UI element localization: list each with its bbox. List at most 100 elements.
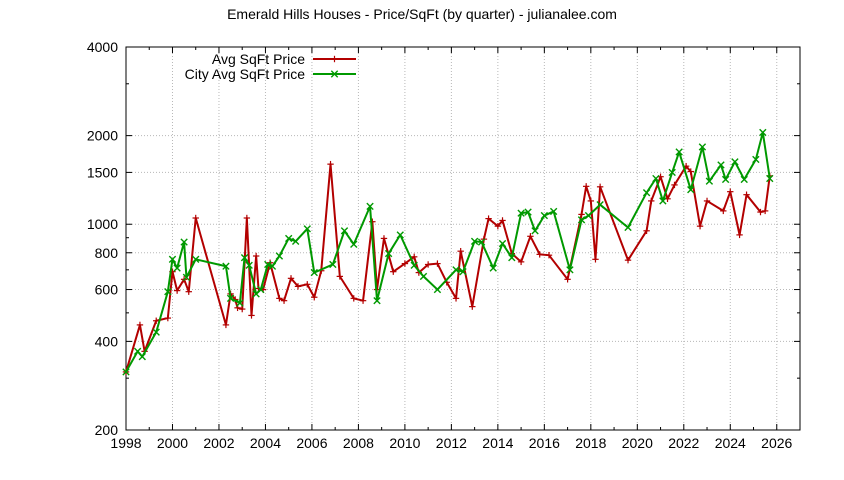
data-point: [459, 267, 467, 276]
data-point: [499, 217, 506, 224]
chart-title: Emerald Hills Houses - Price/SqFt (by qu…: [227, 6, 617, 22]
legend-label: Avg SqFt Price: [212, 51, 305, 67]
data-point: [336, 273, 344, 280]
data-point: [587, 197, 595, 205]
data-point: [498, 239, 507, 248]
data-point: [410, 261, 418, 270]
series-line: [125, 163, 771, 373]
data-point: [687, 168, 694, 175]
data-point: [359, 297, 367, 304]
data-point: [373, 296, 381, 305]
x-tick-label: 2016: [529, 435, 560, 451]
data-point: [287, 275, 295, 282]
legend-label: City Avg SqFt Price: [185, 66, 306, 82]
data-point: [485, 215, 492, 222]
data-point: [350, 240, 358, 248]
data-point: [294, 283, 302, 290]
y-tick-label: 800: [95, 245, 119, 261]
data-point: [584, 211, 593, 220]
x-tick-label: 2002: [203, 435, 234, 451]
data-point: [578, 211, 585, 218]
data-point: [185, 288, 192, 295]
y-tick-label: 600: [95, 282, 119, 298]
data-point: [721, 175, 730, 184]
data-point: [268, 262, 277, 270]
data-point: [696, 222, 704, 230]
data-point: [508, 253, 516, 262]
data-point: [469, 303, 476, 310]
data-point: [136, 321, 144, 329]
data-point: [245, 261, 253, 270]
series-layer: [122, 128, 774, 376]
data-point: [727, 188, 734, 195]
data-point: [222, 262, 230, 270]
data-point: [703, 197, 711, 205]
plot-area: [125, 46, 801, 431]
data-point: [401, 260, 409, 267]
data-point: [698, 143, 707, 151]
y-tick-label: 400: [95, 333, 119, 349]
x-tick-label: 2010: [389, 435, 420, 451]
series-line: [125, 131, 771, 373]
data-point: [275, 252, 284, 260]
data-point: [192, 214, 199, 222]
data-point: [761, 207, 769, 215]
data-point: [687, 186, 695, 194]
data-point: [280, 297, 288, 304]
data-point: [168, 255, 177, 264]
x-tick-label: 2012: [436, 435, 467, 451]
data-point: [675, 148, 683, 156]
data-point: [757, 208, 764, 216]
data-point: [642, 188, 651, 197]
data-point: [494, 222, 502, 230]
data-point: [752, 155, 760, 164]
x-tick-label: 2008: [343, 435, 374, 451]
data-point: [766, 174, 774, 183]
x-tick-label: 2020: [622, 435, 653, 451]
data-point: [652, 174, 660, 183]
data-point: [380, 235, 388, 242]
data-point: [152, 328, 160, 336]
data-point: [390, 268, 397, 275]
data-point: [226, 294, 235, 303]
data-point: [424, 261, 432, 268]
data-point: [192, 255, 200, 264]
y-tick-label: 1500: [87, 164, 118, 180]
data-point: [596, 183, 604, 191]
grid: [126, 47, 800, 430]
data-point: [740, 175, 748, 184]
data-point: [540, 211, 549, 220]
data-point: [566, 266, 574, 274]
data-point: [731, 158, 739, 166]
data-point: [517, 209, 525, 217]
data-point: [153, 317, 160, 324]
x-tick-label: 1998: [110, 435, 141, 451]
data-point: [291, 237, 300, 246]
series-city-avg-sqft-price: [122, 128, 774, 376]
series-avg-sqft-price: [122, 160, 773, 376]
data-point: [284, 234, 293, 243]
data-point: [596, 201, 604, 209]
data-point: [720, 207, 727, 215]
data-point: [243, 214, 251, 222]
data-point: [182, 273, 191, 282]
data-point: [138, 352, 146, 361]
data-point: [545, 251, 553, 259]
data-point: [659, 197, 667, 205]
data-point: [705, 177, 714, 185]
data-point: [671, 181, 678, 189]
data-point: [173, 287, 181, 294]
data-point: [248, 312, 255, 319]
data-point: [366, 202, 374, 211]
x-tick-label: 2014: [482, 435, 513, 451]
data-point: [329, 260, 337, 269]
data-point: [452, 266, 460, 274]
data-point: [489, 264, 497, 272]
x-tick-label: 2018: [575, 435, 606, 451]
data-point: [643, 227, 650, 234]
data-point: [340, 227, 349, 235]
data-point: [222, 321, 230, 329]
data-point: [276, 295, 283, 302]
data-point: [350, 295, 357, 302]
